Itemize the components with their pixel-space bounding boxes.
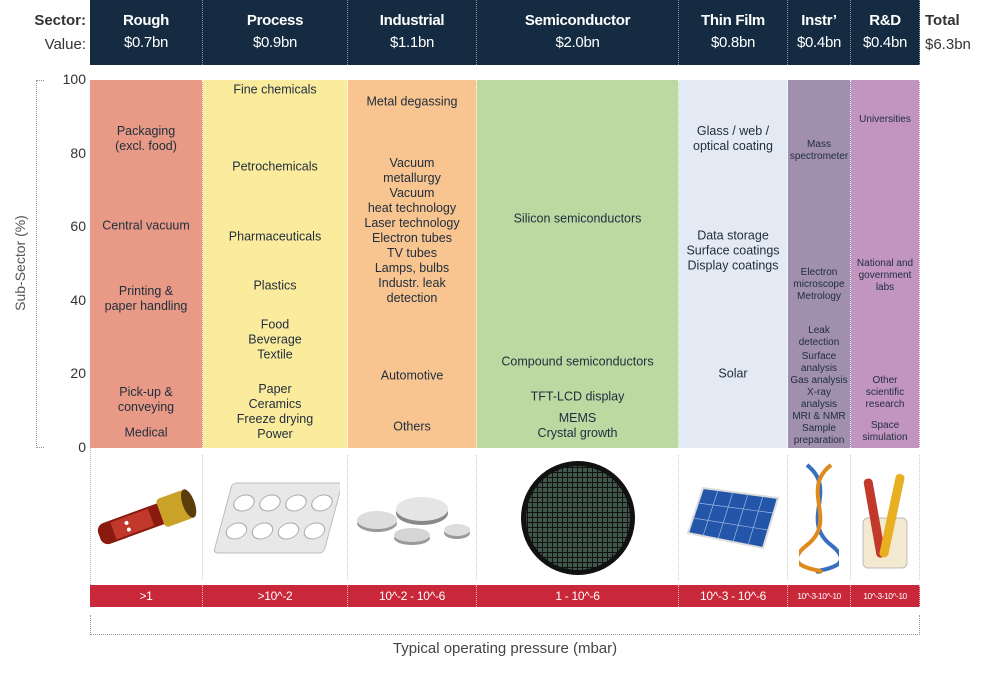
subsector-label: TFT-LCD display (530, 389, 625, 404)
pressure-range: 10^-2 - 10^-6 (348, 585, 477, 607)
subsector-label: Surface analysis Gas analysis X-ray anal… (790, 351, 848, 446)
subsector-label: Petrochemicals (232, 159, 318, 174)
subsector-label: Others (393, 419, 431, 434)
subsector-label: Other scientific research (865, 375, 905, 410)
pressure-range: >10^-2 (203, 585, 348, 607)
sector-name: Semiconductor (524, 12, 631, 29)
sector-name: R&D (869, 12, 901, 29)
solar-panel-image (679, 455, 788, 580)
silicon-wafer-image (477, 455, 679, 580)
x-axis-label: Typical operating pressure (mbar) (392, 640, 618, 657)
sector-column: Mass spectrometer Electron microscope Met… (788, 80, 851, 448)
subsector-label: National and government labs (856, 258, 914, 293)
pill-blister-pack-image (203, 455, 348, 580)
pressure-range: >1 (90, 585, 203, 607)
subsector-label: Solar (718, 366, 748, 381)
pressure-range: 10^-3-10^-10 (851, 585, 920, 607)
sector-value: $1.1bn (389, 34, 435, 51)
subsector-label: Data storage Surface coatings Display co… (686, 228, 780, 273)
sector-header: Thin Film $0.8bn (679, 0, 788, 65)
subsector-label: Packaging (excl. food) (115, 124, 177, 153)
dna-helix-image (788, 455, 851, 580)
x-axis-bracket (90, 615, 920, 635)
subsector-label: Plastics (253, 278, 297, 293)
pressure-range: 10^-3 - 10^-6 (679, 585, 788, 607)
subsector-label: Pick-up & conveying (117, 385, 175, 414)
subsector-label: Vacuum metallurgy Vacuum heat technology… (364, 156, 460, 305)
sector-name: Industrial (379, 12, 445, 29)
sector-column: Metal degassing Vacuum metallurgy Vacuum … (348, 80, 477, 448)
subsector-label: Leak detection (798, 325, 840, 348)
sector-header: R&D $0.4bn (851, 0, 920, 65)
subsector-label: Food Beverage Textile (248, 317, 302, 362)
sector-value: $0.4bn (862, 34, 908, 51)
sector-value: $0.9bn (252, 34, 298, 51)
sector-name: Rough (123, 12, 169, 29)
sector-row-label: Sector: (34, 12, 86, 29)
sector-column: Silicon semiconductors Compound semicondu… (477, 80, 679, 448)
sector-value: $0.4bn (796, 34, 842, 51)
sector-column: Packaging (excl. food) Central vacuum Prin… (90, 80, 203, 448)
sector-value: $0.8bn (710, 34, 756, 51)
subsector-label: Fine chemicals (233, 82, 317, 97)
subsector-label: MEMS Crystal growth (537, 411, 618, 440)
subsector-label: Mass spectrometer (789, 139, 849, 162)
subsector-label: Glass / web / optical coating (693, 124, 773, 153)
subsector-label: Metal degassing (366, 94, 458, 109)
y-tick-label: 100 (62, 71, 86, 87)
sector-name: Thin Film (701, 12, 765, 29)
y-tick-label: 0 (78, 439, 86, 455)
pressure-range: 1 - 10^-6 (477, 585, 679, 607)
sector-header: Instr’ $0.4bn (788, 0, 851, 65)
value-row-label: Value: (44, 36, 86, 53)
total-value: $6.3bn (925, 36, 971, 53)
y-tick-label: 80 (70, 144, 86, 161)
sector-header: Semiconductor $2.0bn (477, 0, 679, 65)
pressure-range: 10^-3-10^-10 (788, 585, 851, 607)
sector-column: Glass / web / optical coating Data storag… (679, 80, 788, 448)
sector-column: Fine chemicals Petrochemicals Pharmaceutic… (203, 80, 348, 448)
y-axis-label: Sub-Sector (%) (12, 215, 28, 311)
subsector-label: Central vacuum (102, 218, 190, 233)
subsector-label: Space simulation (862, 420, 908, 443)
subsector-label: Electron microscope Metrology (793, 267, 845, 302)
subsector-label: Pharmaceuticals (228, 229, 322, 244)
subsector-label: Universities (859, 114, 911, 125)
vacuum-pump-hose-image (90, 455, 203, 580)
subsector-label: Compound semiconductors (501, 354, 654, 369)
subsector-label: Medical (124, 425, 168, 440)
sector-header: Process $0.9bn (203, 0, 348, 65)
sector-header: Rough $0.7bn (90, 0, 203, 65)
sector-column: Universities National and government labs… (851, 80, 920, 448)
y-tick-label: 40 (70, 291, 86, 308)
sector-header: Industrial $1.1bn (348, 0, 477, 65)
y-tick-label: 20 (70, 365, 86, 382)
metal-discs-image (348, 455, 477, 580)
sector-name: Process (246, 12, 304, 29)
y-axis-bracket (36, 80, 44, 448)
sector-name: Instr’ (801, 12, 837, 29)
sector-value: $0.7bn (123, 34, 169, 51)
subsector-label: Printing & paper handling (104, 284, 188, 313)
test-tubes-image (851, 455, 920, 580)
y-tick-label: 60 (70, 218, 86, 235)
sector-value: $2.0bn (555, 34, 600, 51)
total-label: Total (925, 12, 960, 29)
subsector-label: Silicon semiconductors (513, 211, 642, 226)
subsector-label: Paper Ceramics Freeze drying Power (236, 382, 314, 441)
subsector-label: Automotive (380, 368, 444, 383)
